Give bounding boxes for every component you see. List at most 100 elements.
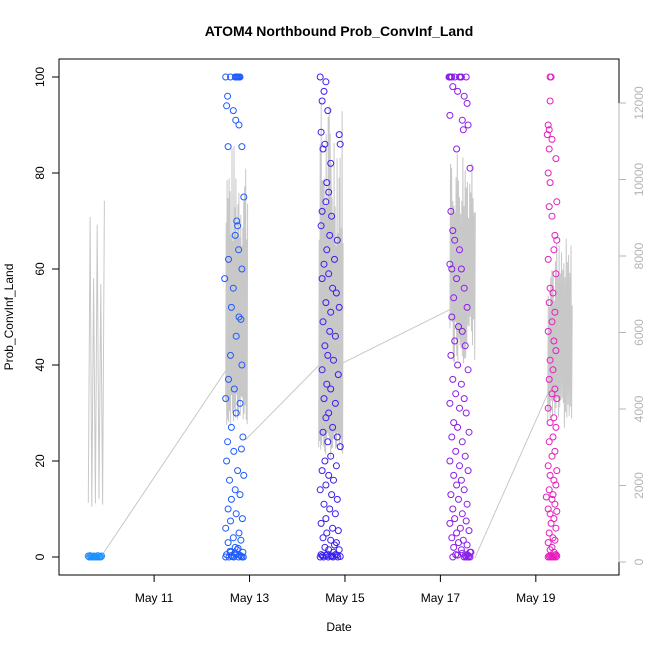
count-connector-line	[474, 393, 549, 559]
data-point	[234, 467, 242, 475]
data-point	[235, 529, 243, 537]
data-point	[465, 428, 473, 436]
count-spike-block	[225, 146, 249, 426]
data-point	[222, 524, 230, 532]
data-point	[451, 337, 459, 345]
data-point	[223, 457, 231, 465]
data-point	[552, 155, 560, 163]
data-point	[449, 83, 457, 91]
data-point	[546, 97, 554, 105]
data-point	[327, 385, 335, 393]
data-point	[319, 428, 327, 436]
data-point	[324, 107, 332, 115]
data-point	[551, 536, 559, 544]
data-point	[548, 452, 556, 460]
data-point	[454, 87, 462, 95]
data-point	[319, 552, 326, 560]
data-point	[448, 73, 456, 81]
data-point	[456, 524, 464, 532]
data-point	[549, 433, 557, 441]
right-tick-label: 12000	[632, 86, 646, 120]
data-point	[451, 515, 459, 523]
data-point	[545, 375, 553, 383]
data-point	[224, 438, 232, 446]
data-point	[232, 551, 240, 559]
x-tick-label: May 19	[516, 591, 556, 605]
data-point	[450, 471, 458, 479]
data-point	[240, 471, 248, 479]
data-point	[323, 179, 331, 187]
data-point	[329, 553, 337, 561]
data-point	[221, 275, 229, 283]
data-point	[322, 198, 330, 206]
data-point	[458, 327, 466, 335]
data-point	[231, 549, 239, 557]
data-point	[230, 385, 238, 393]
data-point	[545, 299, 553, 307]
data-point	[553, 552, 561, 560]
data-point	[229, 107, 237, 115]
data-point	[327, 452, 335, 460]
data-point	[98, 552, 106, 560]
data-point	[333, 236, 341, 244]
data-point	[464, 467, 472, 475]
data-point	[446, 457, 454, 465]
data-point	[551, 308, 559, 316]
data-point	[459, 126, 467, 134]
data-point	[222, 73, 230, 81]
data-point	[323, 246, 331, 254]
data-point	[546, 419, 554, 427]
data-point	[549, 366, 557, 374]
x-tick-label: May 17	[421, 591, 461, 605]
data-point	[238, 361, 246, 369]
data-point	[452, 390, 460, 398]
data-point	[320, 260, 328, 268]
data-point	[229, 284, 237, 292]
data-point	[457, 73, 465, 81]
data-point	[553, 395, 561, 403]
data-point	[447, 491, 455, 499]
data-point	[460, 284, 468, 292]
data-point	[542, 493, 550, 501]
data-point	[461, 342, 469, 350]
data-point	[322, 481, 330, 489]
data-point	[448, 433, 456, 441]
data-point	[225, 255, 232, 263]
data-point	[546, 356, 554, 364]
data-point	[327, 308, 335, 316]
data-point	[336, 140, 344, 148]
data-point	[448, 534, 456, 542]
data-point	[545, 529, 553, 537]
data-point	[335, 303, 343, 311]
data-point	[452, 447, 460, 455]
count-connector-line	[102, 370, 227, 555]
data-point	[321, 457, 329, 465]
data-point	[453, 529, 461, 537]
data-point	[455, 495, 462, 503]
data-point	[454, 551, 462, 559]
data-point	[233, 217, 241, 225]
data-point	[225, 375, 232, 383]
data-point	[544, 255, 552, 263]
data-point	[552, 270, 560, 278]
data-point	[549, 491, 557, 499]
data-point	[457, 265, 465, 273]
data-point	[332, 462, 340, 470]
data-point	[331, 510, 339, 518]
y-tick-label: 40	[33, 358, 47, 372]
data-point	[446, 519, 454, 527]
count-spike-block	[547, 238, 573, 428]
data-point	[97, 553, 105, 561]
y-tick-label: 0	[33, 553, 47, 560]
data-point	[316, 73, 324, 81]
data-point	[465, 552, 473, 560]
count-series-layer	[87, 102, 573, 559]
data-point	[462, 517, 470, 525]
data-point	[551, 231, 559, 239]
data-point	[451, 236, 459, 244]
y-tick-label: 80	[33, 166, 47, 180]
data-point	[320, 395, 328, 403]
data-point	[455, 539, 462, 547]
data-point	[552, 481, 560, 489]
